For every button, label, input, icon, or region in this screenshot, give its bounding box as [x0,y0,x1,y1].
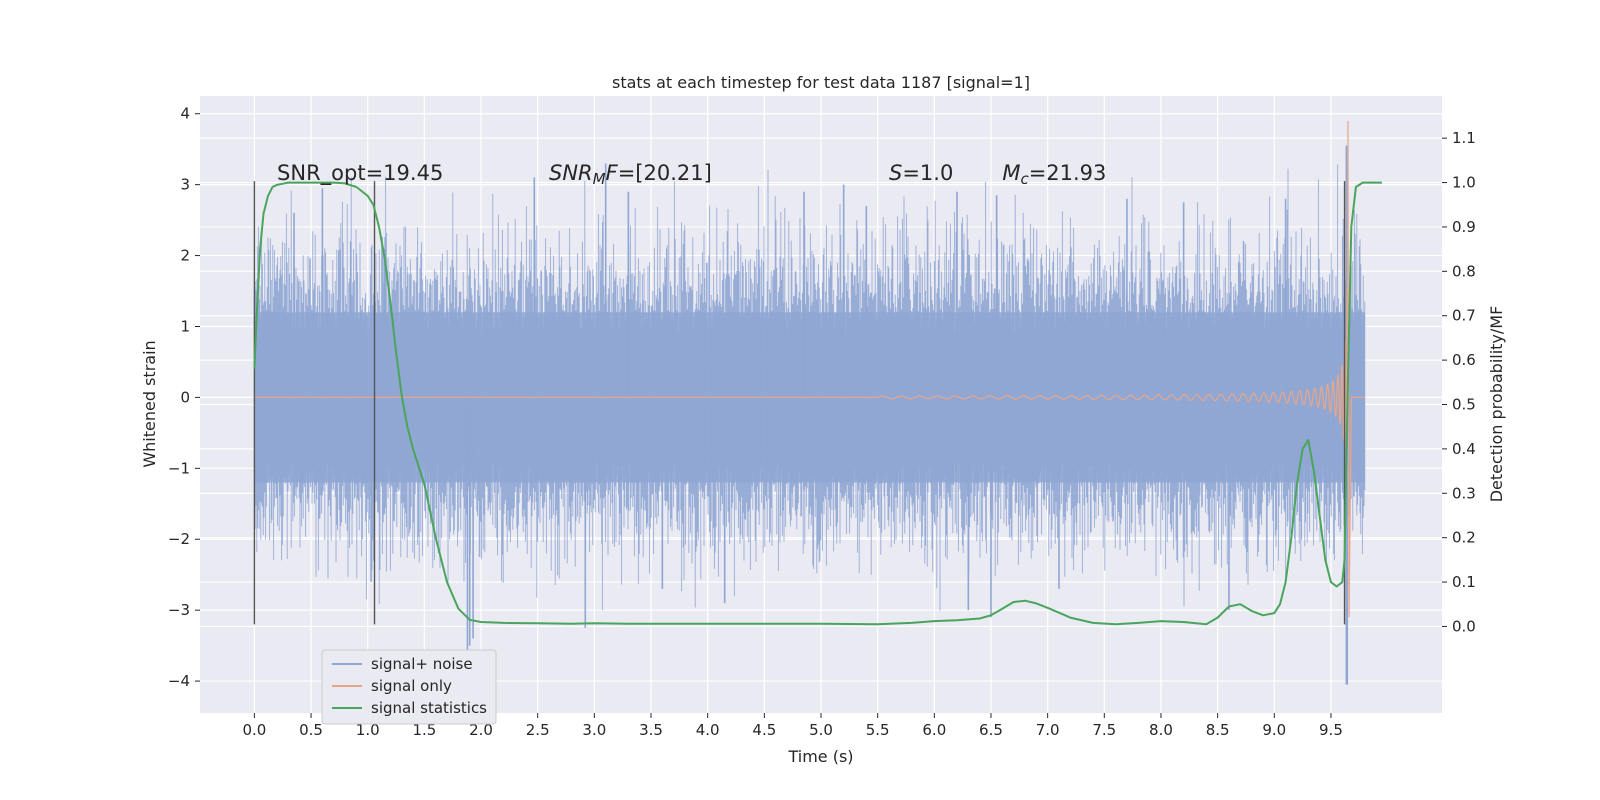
x-tick-label: 0.0 [242,721,266,739]
y-tick-label: 3 [180,176,190,194]
y-tick-label: −2 [168,530,190,548]
series-signal-statistics [253,181,1382,626]
annotation-part: M [593,170,606,188]
legend: signal+ noise signal only signal statist… [321,649,497,725]
legend-label-signal-statistics: signal statistics [371,699,487,717]
y2-tick-label: 0.4 [1452,440,1476,458]
x-tick-label: 7.0 [1036,721,1060,739]
y2-tick-label: 0.3 [1452,484,1476,502]
y-tick-label: 2 [180,247,190,265]
stat-annotation: SNR_opt=19.45 [277,161,443,186]
y-axis-right: 0.0 0.1 0.2 0.3 0.4 0.5 0.6 0.7 0.8 0.9 1.0 1.1 [1442,129,1476,635]
x-axis: 0.0 0.5 1.0 1.5 2.0 2.5 3.0 3.5 4.0 4.5 5.0 5.5 6.0 6… [242,713,1343,739]
y-axis-title: Whitened strain [140,340,159,467]
annotation-part: =[20.21] [618,161,712,185]
stat-annotation: SNRMF=[20.21] [549,161,712,188]
x-tick-label: 3.5 [639,721,663,739]
annotation-part: F [606,161,619,185]
y2-tick-label: 0.2 [1452,529,1476,547]
stat-annotation: S=1.0 [889,161,953,185]
x-tick-label: 6.0 [922,721,946,739]
legend-box [321,649,497,725]
x-tick-label: 8.5 [1206,721,1230,739]
y-tick-label: 0 [180,388,190,406]
x-axis-title: Time (s) [787,747,853,766]
y2-tick-label: 0.6 [1452,351,1476,369]
y2-tick-label: 0.7 [1452,307,1476,325]
y2-tick-label: 1.0 [1452,174,1476,192]
y-tick-label: −1 [168,459,190,477]
y-tick-label: 4 [180,105,190,123]
annotations: SNR_opt=19.45 SNRMF=[20.21] S=1.0 Mc=21.93 [277,161,1106,188]
legend-label-signal-noise: signal+ noise [371,655,473,673]
x-tick-label: 9.0 [1262,721,1286,739]
stat-annotation: Mc=21.93 [1002,161,1106,188]
x-tick-label: 2.0 [469,721,493,739]
legend-label-signal-only: signal only [371,677,452,695]
y-tick-label: 1 [180,317,190,335]
annotation-part: S [889,161,902,185]
y-axis-left: −4 −3 −2 −1 0 1 2 3 4 [168,105,200,690]
annotation-part: =1.0 [902,161,953,185]
x-tick-label: 5.0 [809,721,833,739]
annotation-part: =21.93 [1029,161,1107,185]
x-tick-label: 3.0 [582,721,606,739]
y2-tick-label: 0.5 [1452,396,1476,414]
x-tick-label: 4.5 [752,721,776,739]
x-tick-label: 2.5 [526,721,550,739]
annotation-part: M [1002,161,1020,185]
annotation-part: c [1020,170,1029,188]
y2-tick-label: 0.9 [1452,218,1476,236]
y2-tick-label: 0.1 [1452,573,1476,591]
y2-tick-label: 0.0 [1452,617,1476,635]
annotation-part: SNR_opt=19.45 [277,161,443,186]
x-tick-label: 6.5 [979,721,1003,739]
y2-tick-label: 1.1 [1452,129,1476,147]
x-tick-label: 1.5 [412,721,436,739]
plot-area [253,120,1382,685]
y-tick-label: −4 [168,672,190,690]
x-tick-label: 8.0 [1149,721,1173,739]
x-tick-label: 1.0 [356,721,380,739]
chart-title: stats at each timestep for test data 118… [612,73,1030,92]
annotation-part: SNR [549,161,593,185]
series-signal-only [254,120,1365,618]
y-tick-label: −3 [168,601,190,619]
x-tick-label: 4.0 [696,721,720,739]
y2-tick-label: 0.8 [1452,262,1476,280]
x-tick-label: 5.5 [866,721,890,739]
x-tick-label: 0.5 [299,721,323,739]
x-tick-label: 7.5 [1092,721,1116,739]
x-tick-label: 9.5 [1319,721,1343,739]
y2-axis-title: Detection probability/MF [1487,306,1506,503]
